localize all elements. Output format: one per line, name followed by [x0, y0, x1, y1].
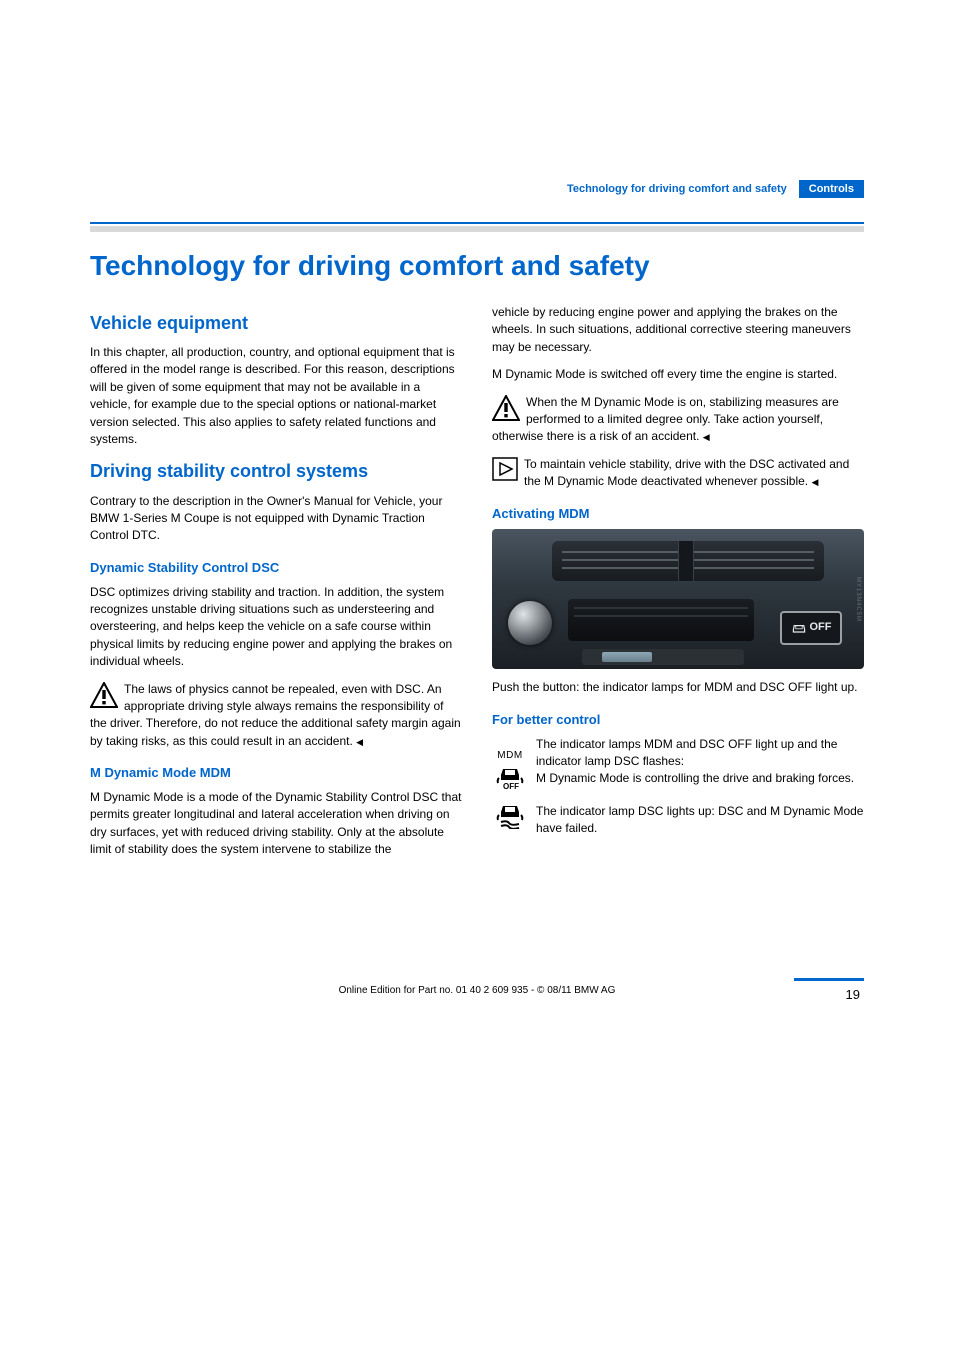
- indicator-row-mdm: MDM OFF The indicator lamps MDM and DSC …: [492, 736, 864, 793]
- indicator-text-mdm: The indicator lamps MDM and DSC OFF ligh…: [536, 736, 864, 793]
- heading-driving-stability: Driving stability control systems: [90, 458, 462, 484]
- heading-dsc: Dynamic Stability Control DSC: [90, 559, 462, 578]
- warning-icon: [90, 682, 118, 708]
- end-marker-icon: ◀: [812, 477, 819, 487]
- mdm-continuation-2: M Dynamic Mode is switched off every tim…: [492, 366, 864, 383]
- footer-center: Online Edition for Part no. 01 40 2 609 …: [160, 985, 794, 996]
- heading-mdm: M Dynamic Mode MDM: [90, 764, 462, 783]
- svg-text:OFF: OFF: [503, 782, 519, 790]
- mdm-label: MDM: [492, 750, 528, 762]
- page-number: 19: [794, 978, 864, 1002]
- dashboard-photo: OFF MY13N4C5M: [492, 529, 864, 669]
- note-icon: [492, 457, 518, 481]
- end-marker-icon: ◀: [703, 432, 710, 442]
- mdm-continuation-1: vehicle by reducing engine power and app…: [492, 304, 864, 356]
- vehicle-equipment-body: In this chapter, all production, country…: [90, 344, 462, 448]
- breadcrumb: Technology for driving comfort and safet…: [567, 183, 787, 195]
- photo-code: MY13N4C5M: [852, 559, 862, 639]
- car-icon: [791, 621, 807, 635]
- warning-icon: [492, 395, 520, 421]
- page-title: Technology for driving comfort and safet…: [90, 250, 864, 282]
- heading-vehicle-equipment: Vehicle equipment: [90, 310, 462, 336]
- car-off-icon: OFF: [495, 766, 525, 790]
- page-footer: Online Edition for Part no. 01 40 2 609 …: [90, 978, 864, 1002]
- left-column: Vehicle equipment In this chapter, all p…: [90, 304, 462, 868]
- gray-rule: [90, 226, 864, 232]
- mdm-note: To maintain vehicle stability, drive wit…: [492, 456, 864, 491]
- push-button-caption: Push the button: the indicator lamps for…: [492, 679, 864, 696]
- indicator-text-dsc: The indicator lamp DSC lights up: DSC an…: [536, 803, 864, 838]
- dsc-off-button: OFF: [780, 611, 842, 645]
- indicator-icons: [492, 803, 528, 838]
- indicator-icons: MDM OFF: [492, 736, 528, 793]
- mdm-warning-text: When the M Dynamic Mode is on, stabilizi…: [492, 395, 839, 444]
- mdm-body: M Dynamic Mode is a mode of the Dynamic …: [90, 789, 462, 859]
- off-label: OFF: [810, 620, 832, 636]
- page: Technology for driving comfort and safet…: [0, 0, 954, 1062]
- right-column: vehicle by reducing engine power and app…: [492, 304, 864, 868]
- header-rule: [90, 222, 864, 224]
- content-columns: Vehicle equipment In this chapter, all p…: [90, 304, 864, 868]
- heading-better-control: For better control: [492, 711, 864, 730]
- car-skid-icon: [495, 803, 525, 829]
- running-header: Technology for driving comfort and safet…: [90, 180, 864, 198]
- mdm-warning: When the M Dynamic Mode is on, stabilizi…: [492, 394, 864, 446]
- heading-activating-mdm: Activating MDM: [492, 505, 864, 524]
- dsc-body: DSC optimizes driving stability and trac…: [90, 584, 462, 671]
- end-marker-icon: ◀: [356, 737, 363, 747]
- indicator-row-dsc: The indicator lamp DSC lights up: DSC an…: [492, 803, 864, 838]
- driving-stability-intro: Contrary to the description in the Owner…: [90, 493, 462, 545]
- control-knob-icon: [508, 601, 552, 645]
- dsc-warning: The laws of physics cannot be repealed, …: [90, 681, 462, 751]
- dsc-warning-text: The laws of physics cannot be repealed, …: [90, 682, 461, 748]
- section-badge: Controls: [799, 180, 864, 198]
- mdm-note-text: To maintain vehicle stability, drive wit…: [524, 457, 849, 488]
